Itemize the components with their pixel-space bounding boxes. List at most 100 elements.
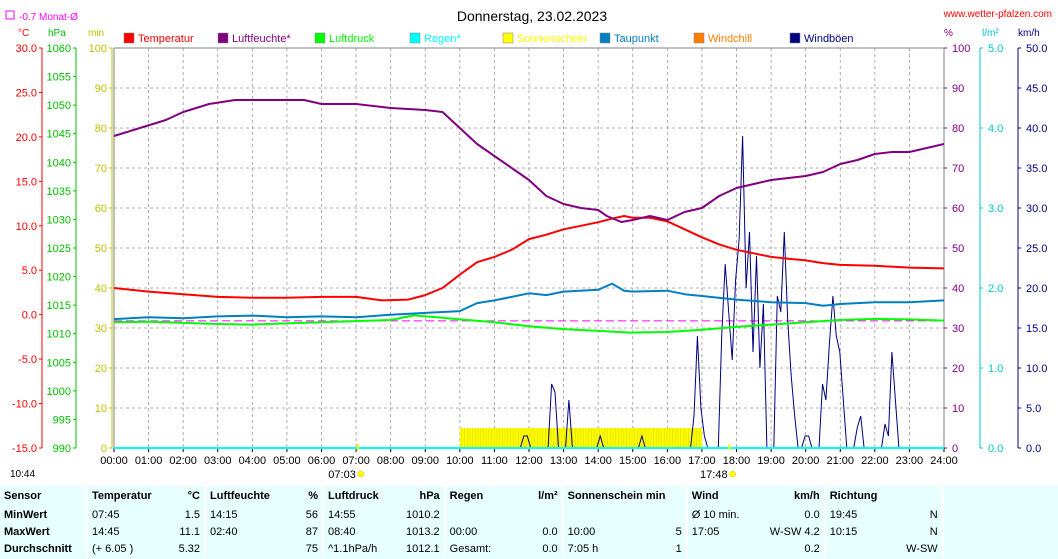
pressure-axis-label: 1025 (47, 243, 71, 255)
pressure-time: 14:55 (322, 506, 402, 523)
x-tick-label: 14:00 (584, 455, 612, 467)
pressure-axis-label: 995 (53, 414, 71, 426)
unit-wind: km/h (1018, 28, 1040, 39)
temp-axis-label: -10.0 (12, 399, 37, 411)
pressure-value: 1013.2 (406, 525, 440, 538)
temp-time: 07:45 (86, 506, 166, 523)
sun-axis-label: 60 (95, 203, 107, 215)
legend-swatch (217, 32, 229, 44)
pressure-axis-label: 1030 (47, 214, 71, 226)
summary-header-sensor: Sensor (4, 490, 42, 502)
temp-axis-label: 0.0 (22, 310, 37, 322)
sun-axis-label: 10 (95, 403, 107, 415)
legend-label: Luftdruck (329, 33, 375, 45)
wind-value: 0.2 (804, 542, 820, 555)
x-tick-label: 17:00 (688, 455, 716, 467)
x-tick-label: 09:00 (411, 455, 439, 467)
unit-pressure: hPa (48, 28, 66, 39)
wind-axis-label: 50.0 (1026, 43, 1047, 55)
rain-axis-label: 1.0 (988, 363, 1003, 375)
wind-axis-label: 30.0 (1026, 203, 1047, 215)
wind-value: W-SW 4.2 (769, 525, 820, 538)
x-tick-label: 01:00 (135, 455, 163, 467)
humidity-time (204, 540, 294, 557)
sun-axis-label: 30 (95, 323, 107, 335)
summary-header-sun-unit (672, 486, 687, 506)
sun-axis-label: 90 (95, 83, 107, 95)
legend-label: Sonnenschein (517, 33, 587, 45)
unit-humidity: % (944, 28, 953, 39)
rain-value: 0.0 (542, 542, 558, 555)
x-tick-label: 23:00 (896, 455, 924, 467)
summary-header-temp-unit: °C (187, 490, 200, 502)
humidity-axis-label: 40 (952, 283, 964, 295)
series-line-luftdruck (113, 314, 945, 334)
wind-axis-label: 20.0 (1026, 283, 1047, 295)
summary-header-direction-unit (894, 486, 943, 506)
summary-header-sun: Sonnenschein min (561, 486, 672, 506)
pressure-time: 08:40 (322, 523, 402, 540)
temp-axis-label: 20.0 (16, 132, 37, 144)
temp-axis-label: -5.0 (18, 354, 37, 366)
humidity-axis-label: 100 (952, 43, 970, 55)
wind-axis-label: 45.0 (1026, 83, 1047, 95)
row-label: MaxWert (4, 525, 50, 538)
pressure-axis-label: 1005 (47, 357, 71, 369)
unit-rain: l/m² (982, 28, 999, 39)
x-tick-label: 10:00 (446, 455, 474, 467)
pressure-axis-label: 1050 (47, 100, 71, 112)
temp-value: 5.32 (178, 542, 200, 555)
humidity-axis-label: 50 (952, 243, 964, 255)
humidity-time: 14:15 (204, 506, 294, 523)
wind-axis-label: 10.0 (1026, 363, 1047, 375)
x-tick-label: 22:00 (861, 455, 889, 467)
x-tick-label: 03:00 (204, 455, 232, 467)
source-link[interactable]: www.wetter-pfalzen.com (943, 9, 1052, 20)
rain-value: 0.0 (542, 525, 558, 538)
humidity-axis-label: 90 (952, 83, 964, 95)
pressure-axis-label: 1020 (47, 272, 71, 284)
direction-value: N (929, 525, 938, 538)
wind-axis-label: 5.0 (1026, 403, 1041, 415)
humidity-axis-label: 30 (952, 323, 964, 335)
temp-time: 14:45 (86, 523, 166, 540)
rain-axis-label: 2.0 (988, 283, 1003, 295)
humidity-axis-label: 70 (952, 163, 964, 175)
legend-label: Taupunkt (614, 33, 659, 45)
pressure-axis-label: 1015 (47, 300, 71, 312)
x-tick-label: 16:00 (654, 455, 682, 467)
summary-header-direction: Richtung (823, 486, 894, 506)
temp-axis-label: 5.0 (22, 265, 37, 277)
wind-time (685, 540, 766, 557)
summary-header-rain-unit: l/m² (538, 490, 558, 502)
sunset-label: 17:48 (700, 469, 728, 481)
x-tick-label: 21:00 (826, 455, 854, 467)
humidity-value: 56 (305, 508, 318, 521)
sun-time (561, 506, 672, 523)
wind-axis-label: 25.0 (1026, 243, 1047, 255)
footnote-time: 10:44 (10, 469, 35, 480)
x-tick-label: 04:00 (239, 455, 267, 467)
monthly-avg-marker-icon (5, 10, 15, 20)
sunset-sun-icon (729, 470, 736, 478)
x-tick-label: 19:00 (757, 455, 785, 467)
sun-time: 10:00 (561, 523, 672, 540)
temp-axis-label: -15.0 (12, 443, 37, 455)
wind-axis-label: 35.0 (1026, 163, 1047, 175)
sun-axis-label: 50 (95, 243, 107, 255)
rain-axis-label: 3.0 (988, 203, 1003, 215)
legend-label: Luftfeuchte* (232, 33, 291, 45)
x-tick-label: 13:00 (550, 455, 578, 467)
x-tick-label: 12:00 (515, 455, 543, 467)
humidity-value: 75 (305, 542, 318, 555)
x-tick-label: 06:00 (308, 455, 336, 467)
summary-header-wind: Wind (685, 486, 766, 506)
temp-axis-label: 15.0 (16, 176, 37, 188)
pressure-axis-label: 990 (53, 443, 71, 455)
humidity-axis-label: 0 (952, 443, 958, 455)
pressure-axis-label: 1045 (47, 129, 71, 141)
legend-label: Regen* (424, 33, 461, 45)
summary-header-humidity-unit: % (308, 490, 318, 502)
sun-value: 5 (675, 525, 682, 538)
legend-swatch (314, 32, 326, 44)
